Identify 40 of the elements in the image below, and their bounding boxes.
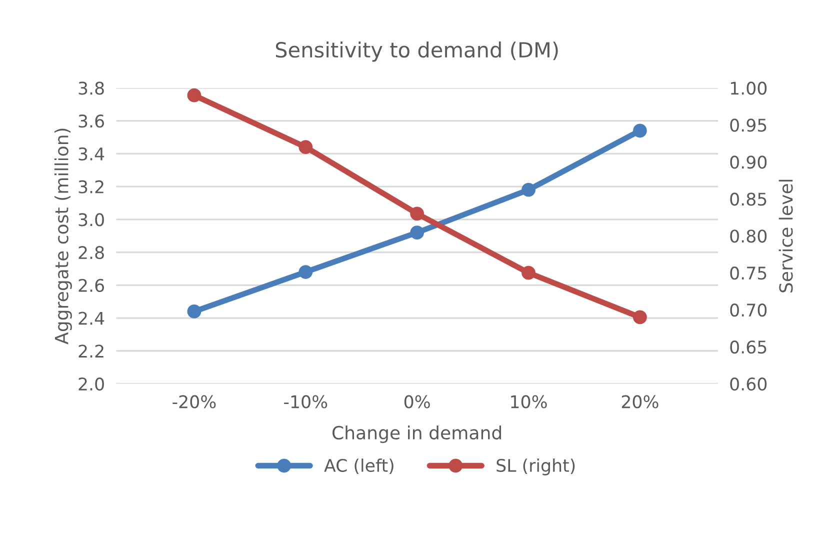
y2-tick-label: 0.95 — [730, 118, 766, 132]
y2-tick-label: 0.65 — [730, 340, 766, 354]
legend-label: AC (left) — [324, 458, 394, 474]
point — [522, 266, 536, 280]
y2-tick-label: 0.70 — [730, 304, 767, 317]
x-tick-label: 0% — [404, 395, 430, 408]
legend-label: SL (right) — [496, 458, 575, 476]
y-tick-label: 3.8 — [78, 82, 104, 95]
point — [633, 124, 647, 138]
y-tick-label: 2.0 — [78, 377, 104, 391]
y-tick-label: 3.2 — [78, 180, 104, 194]
y-tick-label: 2.8 — [78, 246, 104, 260]
y-tick-label: 3.0 — [78, 213, 104, 226]
y2-tick-label: 0.60 — [730, 377, 767, 391]
y2-tick-label: 1.00 — [730, 82, 767, 95]
point — [410, 226, 424, 240]
point — [633, 310, 647, 324]
x-tick-label: -20% — [172, 395, 216, 408]
point — [522, 182, 536, 197]
x-tick-label: 20% — [622, 395, 658, 408]
y2-tick-label: 0.85 — [730, 192, 766, 206]
y-tick-label: 2.6 — [78, 278, 104, 292]
y-tick-label: 2.2 — [78, 344, 104, 358]
point — [187, 88, 202, 102]
y2-tick-label: 0.90 — [730, 156, 767, 169]
x-axis-title: Change in demand — [332, 426, 502, 444]
y2-tick-label: 0.80 — [730, 230, 767, 243]
y2-axis-title: Service level — [778, 180, 793, 292]
y-axis-title: Aggregate cost (million) — [54, 128, 72, 344]
chart-title: Sensitivity to demand (DM) — [276, 42, 558, 62]
y-tick-label: 3.6 — [78, 114, 104, 128]
y2-tick-label: 0.75 — [730, 266, 766, 280]
x-tick-label: 10% — [511, 395, 547, 408]
point — [298, 265, 313, 279]
y-tick-label: 3.4 — [78, 147, 104, 161]
point — [187, 304, 202, 318]
point — [410, 206, 424, 221]
point — [298, 140, 313, 154]
x-tick-label: -10% — [284, 395, 328, 408]
y-tick-label: 2.4 — [78, 312, 104, 325]
